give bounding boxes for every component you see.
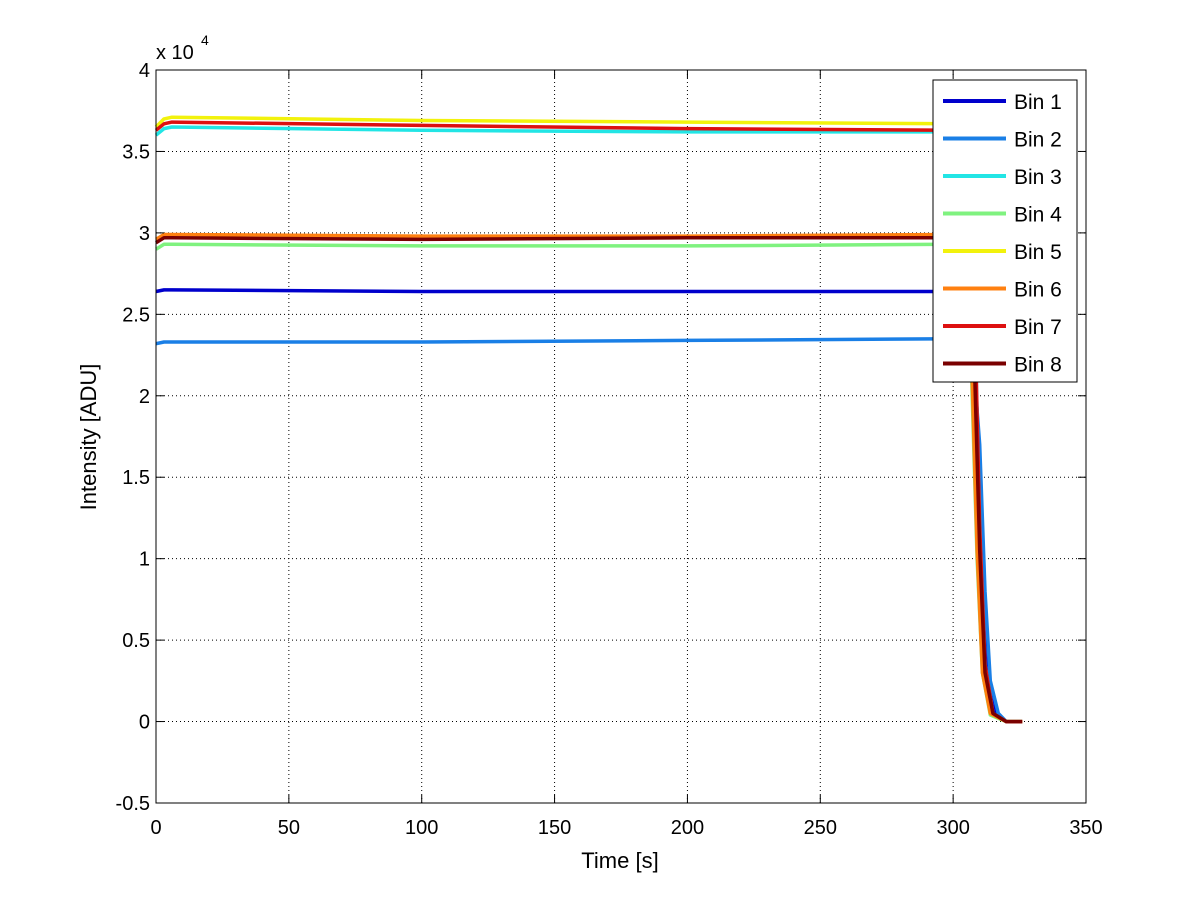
y-tick-label: 4 (139, 60, 150, 82)
x-tick-label: 200 (671, 817, 704, 839)
y-tick-label: 0 (139, 712, 150, 734)
y-tick-label: 1 (139, 549, 150, 571)
y-tick-label: -0.5 (116, 793, 150, 815)
y-multiplier-base: x 10 (156, 42, 194, 64)
legend-label-bin-6: Bin 6 (1014, 279, 1062, 302)
y-tick-label: 0.5 (122, 630, 150, 652)
legend-label-bin-8: Bin 8 (1014, 354, 1062, 377)
y-tick-label: 1.5 (122, 467, 150, 489)
x-tick-label: 0 (150, 817, 161, 839)
y-tick-label: 2.5 (122, 304, 150, 326)
x-tick-label: 100 (405, 817, 438, 839)
y-axis-label: Intensity [ADU] (76, 364, 101, 511)
legend: Bin 1 Bin 2 Bin 3 Bin 4 Bin 5 Bin 6 Bin 7 Bin 8 (932, 79, 1078, 383)
axis-ticks (155, 69, 1087, 804)
x-tick-label: 50 (278, 817, 300, 839)
x-axis-label: Time [s] (581, 848, 658, 873)
legend-label-bin-4: Bin 4 (1014, 204, 1062, 227)
legend-label-bin-1: Bin 1 (1014, 91, 1062, 114)
y-tick-label: 3.5 (122, 141, 150, 163)
legend-label-bin-5: Bin 5 (1014, 241, 1062, 264)
legend-box (932, 79, 1078, 383)
legend-label-bin-3: Bin 3 (1014, 166, 1062, 189)
plot-frame (155, 69, 1087, 804)
y-multiplier-exponent: 4 (201, 32, 209, 48)
x-tick-labels: 0 50 100 150 200 250 300 350 (150, 817, 1102, 839)
x-tick-label: 350 (1069, 817, 1102, 839)
y-tick-labels: -0.5 0 0.5 1 1.5 2 2.5 3 3.5 4 (116, 60, 150, 815)
y-tick-label: 2 (139, 386, 150, 408)
legend-label-bin-2: Bin 2 (1014, 129, 1062, 152)
y-tick-label: 3 (139, 223, 150, 245)
x-tick-label: 250 (804, 817, 837, 839)
x-tick-label: 300 (936, 817, 969, 839)
grid (156, 70, 1086, 803)
plot-background (156, 70, 1086, 803)
legend-label-bin-7: Bin 7 (1014, 316, 1062, 339)
x-tick-label: 150 (538, 817, 571, 839)
